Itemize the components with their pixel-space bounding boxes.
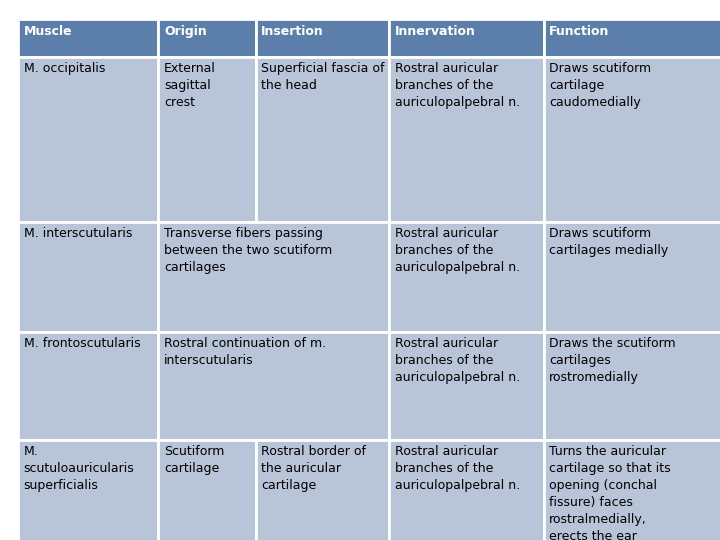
Bar [544, 440, 720, 540]
Text: Origin: Origin [164, 25, 207, 38]
Bar [256, 57, 389, 222]
Bar [256, 440, 389, 540]
Bar [389, 332, 544, 440]
Text: Rostral continuation of m.
interscutularis: Rostral continuation of m. interscutular… [164, 338, 326, 367]
Bar [18, 222, 158, 332]
Bar [544, 332, 720, 440]
Bar [544, 222, 720, 332]
Text: Muscle: Muscle [24, 25, 73, 38]
Text: Insertion: Insertion [261, 25, 324, 38]
Text: Transverse fibers passing
between the two scutiform
cartilages: Transverse fibers passing between the tw… [164, 227, 333, 274]
Bar [389, 19, 544, 57]
Bar [158, 222, 389, 332]
Text: M.
scutuloauricularis
superficialis: M. scutuloauricularis superficialis [24, 446, 135, 492]
Bar [544, 57, 720, 222]
Text: Innervation: Innervation [395, 25, 475, 38]
Bar [158, 440, 256, 540]
Text: Superficial fascia of
the head: Superficial fascia of the head [261, 62, 385, 92]
Bar [256, 19, 389, 57]
Text: Rostral auricular
branches of the
auriculopalpebral n.: Rostral auricular branches of the auricu… [395, 338, 520, 384]
Text: Function: Function [549, 25, 610, 38]
Bar [544, 19, 720, 57]
Text: Rostral auricular
branches of the
auriculopalpebral n.: Rostral auricular branches of the auricu… [395, 446, 520, 492]
Text: Rostral border of
the auricular
cartilage: Rostral border of the auricular cartilag… [261, 446, 366, 492]
Text: Draws scutiform
cartilage
caudomedially: Draws scutiform cartilage caudomedially [549, 62, 652, 109]
Text: External
sagittal
crest: External sagittal crest [164, 62, 216, 109]
Text: Turns the auricular
cartilage so that its
opening (conchal
fissure) faces
rostra: Turns the auricular cartilage so that it… [549, 446, 671, 540]
Bar [18, 19, 158, 57]
Bar [158, 19, 256, 57]
Text: M. occipitalis: M. occipitalis [24, 62, 105, 75]
Bar [18, 332, 158, 440]
Bar [158, 57, 256, 222]
Bar [389, 57, 544, 222]
Bar [18, 57, 158, 222]
Text: Rostral auricular
branches of the
auriculopalpebral n.: Rostral auricular branches of the auricu… [395, 62, 520, 109]
Text: Draws the scutiform
cartilages
rostromedially: Draws the scutiform cartilages rostromed… [549, 338, 676, 384]
Text: M. interscutularis: M. interscutularis [24, 227, 132, 240]
Text: Scutiform
cartilage: Scutiform cartilage [164, 446, 225, 475]
Text: Rostral auricular
branches of the
auriculopalpebral n.: Rostral auricular branches of the auricu… [395, 227, 520, 274]
Bar [389, 222, 544, 332]
Text: M. frontoscutularis: M. frontoscutularis [24, 338, 140, 350]
Bar [158, 332, 389, 440]
Bar [18, 440, 158, 540]
Bar [389, 440, 544, 540]
Text: Draws scutiform
cartilages medially: Draws scutiform cartilages medially [549, 227, 669, 257]
